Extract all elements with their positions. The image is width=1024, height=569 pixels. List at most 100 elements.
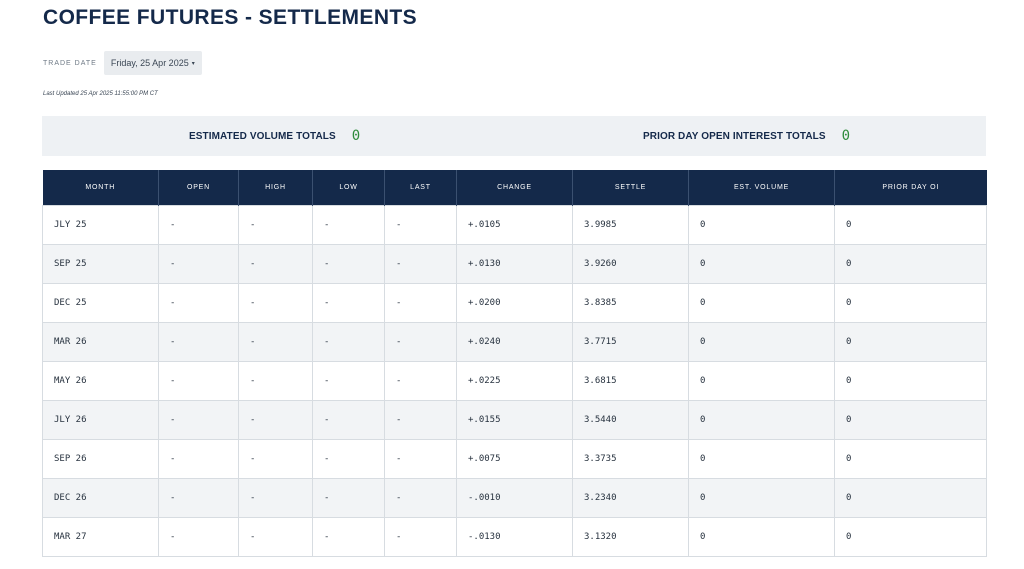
prior-day-oi-cell: 0	[834, 360, 987, 401]
settle-cell: 3.9260	[572, 243, 689, 284]
est-volume-cell: 0	[688, 438, 835, 479]
last-cell: -	[384, 516, 457, 557]
open-cell: -	[158, 438, 239, 479]
last-cell: -	[384, 438, 457, 479]
est-volume-cell: 0	[688, 321, 835, 362]
column-header: CHANGE	[456, 170, 573, 205]
table-row: DEC 26- - - - -.0010 3.2340 0 0	[42, 477, 987, 518]
prior-day-oi-cell: 0	[834, 243, 987, 284]
page-title: COFFEE FUTURES - SETTLEMENTS	[43, 6, 418, 29]
table-row: DEC 25- - - - +.0200 3.8385 0 0	[42, 282, 987, 323]
volume-totals-label: ESTIMATED VOLUME TOTALS	[189, 130, 336, 142]
prior-day-oi-cell: 0	[834, 204, 987, 245]
column-header: LOW	[312, 170, 385, 205]
est-volume-cell: 0	[688, 282, 835, 323]
low-cell: -	[312, 516, 385, 557]
high-cell: -	[238, 516, 313, 557]
settle-cell: 3.1320	[572, 516, 689, 557]
open-cell: -	[158, 516, 239, 557]
month-cell: MAY 26	[42, 360, 159, 401]
open-interest-totals-value: 0	[841, 128, 851, 144]
open-cell: -	[158, 360, 239, 401]
open-cell: -	[158, 321, 239, 362]
high-cell: -	[238, 438, 313, 479]
change-cell: +.0130	[456, 243, 573, 284]
last-cell: -	[384, 360, 457, 401]
column-header: OPEN	[158, 170, 239, 205]
change-cell: +.0105	[456, 204, 573, 245]
month-cell: SEP 26	[42, 438, 159, 479]
prior-day-oi-cell: 0	[834, 438, 987, 479]
open-cell: -	[158, 399, 239, 440]
est-volume-cell: 0	[688, 243, 835, 284]
column-header: HIGH	[238, 170, 313, 205]
est-volume-cell: 0	[688, 360, 835, 401]
trade-date-row: TRADE DATE Friday, 25 Apr 2025 ▾	[43, 51, 202, 75]
table-header-row: MONTH OPEN HIGH LOW LAST CHANGE SETTLE E…	[42, 170, 987, 205]
table-row: JLY 25- - - - +.0105 3.9985 0 0	[42, 204, 987, 245]
change-cell: +.0240	[456, 321, 573, 362]
trade-date-dropdown[interactable]: Friday, 25 Apr 2025 ▾	[103, 51, 202, 75]
last-cell: -	[384, 399, 457, 440]
est-volume-cell: 0	[688, 516, 835, 557]
high-cell: -	[238, 360, 313, 401]
low-cell: -	[312, 438, 385, 479]
high-cell: -	[238, 321, 313, 362]
column-header: LAST	[384, 170, 457, 205]
low-cell: -	[312, 360, 385, 401]
last-cell: -	[384, 321, 457, 362]
month-cell: JLY 25	[42, 204, 159, 245]
table-row: MAR 27- - - - -.0130 3.1320 0 0	[42, 516, 987, 557]
open-interest-totals: PRIOR DAY OPEN INTEREST TOTALS 0	[643, 128, 850, 144]
est-volume-cell: 0	[688, 204, 835, 245]
prior-day-oi-cell: 0	[834, 321, 987, 362]
change-cell: -.0010	[456, 477, 573, 518]
open-interest-totals-label: PRIOR DAY OPEN INTEREST TOTALS	[643, 130, 826, 142]
open-cell: -	[158, 477, 239, 518]
change-cell: -.0130	[456, 516, 573, 557]
change-cell: +.0200	[456, 282, 573, 323]
open-cell: -	[158, 204, 239, 245]
change-cell: +.0225	[456, 360, 573, 401]
prior-day-oi-cell: 0	[834, 282, 987, 323]
table-row: SEP 26- - - - +.0075 3.3735 0 0	[42, 438, 987, 479]
low-cell: -	[312, 321, 385, 362]
low-cell: -	[312, 282, 385, 323]
trade-date-value: Friday, 25 Apr 2025	[110, 58, 189, 68]
month-cell: MAR 26	[42, 321, 159, 362]
month-cell: MAR 27	[42, 516, 159, 557]
column-header: PRIOR DAY OI	[834, 170, 987, 205]
settle-cell: 3.7715	[572, 321, 689, 362]
settlements-table: MONTH OPEN HIGH LOW LAST CHANGE SETTLE E…	[42, 170, 987, 557]
settle-cell: 3.9985	[572, 204, 689, 245]
est-volume-cell: 0	[688, 477, 835, 518]
last-updated-text: Last Updated 25 Apr 2025 11:55:00 PM CT	[43, 91, 158, 97]
column-header: EST. VOLUME	[688, 170, 835, 205]
high-cell: -	[238, 399, 313, 440]
table-row: MAR 26- - - - +.0240 3.7715 0 0	[42, 321, 987, 362]
high-cell: -	[238, 282, 313, 323]
settle-cell: 3.5440	[572, 399, 689, 440]
est-volume-cell: 0	[688, 399, 835, 440]
high-cell: -	[238, 477, 313, 518]
table-row: MAY 26- - - - +.0225 3.6815 0 0	[42, 360, 987, 401]
last-cell: -	[384, 282, 457, 323]
prior-day-oi-cell: 0	[834, 399, 987, 440]
settle-cell: 3.3735	[572, 438, 689, 479]
low-cell: -	[312, 399, 385, 440]
open-cell: -	[158, 243, 239, 284]
month-cell: JLY 26	[42, 399, 159, 440]
prior-day-oi-cell: 0	[834, 516, 987, 557]
month-cell: DEC 26	[42, 477, 159, 518]
totals-bar: ESTIMATED VOLUME TOTALS 0 PRIOR DAY OPEN…	[42, 116, 986, 156]
change-cell: +.0075	[456, 438, 573, 479]
high-cell: -	[238, 243, 313, 284]
last-cell: -	[384, 243, 457, 284]
open-cell: -	[158, 282, 239, 323]
volume-totals: ESTIMATED VOLUME TOTALS 0	[189, 128, 360, 144]
table-row: SEP 25- - - - +.0130 3.9260 0 0	[42, 243, 987, 284]
trade-date-label: TRADE DATE	[43, 59, 97, 67]
last-cell: -	[384, 477, 457, 518]
settle-cell: 3.8385	[572, 282, 689, 323]
low-cell: -	[312, 204, 385, 245]
